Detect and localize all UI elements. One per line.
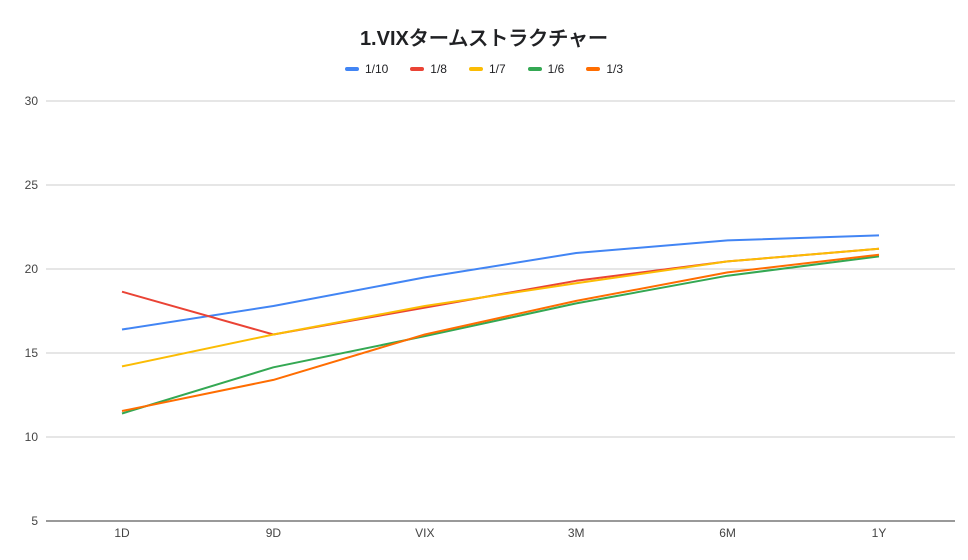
legend-label: 1/6 xyxy=(547,62,565,76)
legend-swatch xyxy=(468,67,483,71)
series-line-1-7 xyxy=(121,247,880,368)
legend-label: 1/10 xyxy=(364,62,389,76)
legend-swatch xyxy=(344,67,359,71)
legend-entry: 1/8 xyxy=(410,62,447,76)
legend-swatch xyxy=(410,67,425,71)
legend: 1/10 1/8 1/7 1/6 1/3 xyxy=(0,62,968,76)
x-tick-label: 1D xyxy=(114,526,130,540)
y-tick-label: 5 xyxy=(31,514,38,528)
x-tick-label: 1Y xyxy=(872,526,887,540)
series-line-1-10 xyxy=(121,234,880,331)
legend-entry: 1/3 xyxy=(586,62,623,76)
y-tick-label: 10 xyxy=(25,430,39,444)
y-tick-label: 20 xyxy=(25,262,39,276)
y-tick-label: 15 xyxy=(25,346,39,360)
legend-swatch xyxy=(586,67,601,71)
y-tick-label: 25 xyxy=(25,178,39,192)
legend-label: 1/8 xyxy=(430,62,447,76)
legend-entry: 1/10 xyxy=(344,62,389,76)
legend-entry: 1/6 xyxy=(527,62,565,76)
legend-label: 1/7 xyxy=(488,62,506,76)
series-line-1-8 xyxy=(121,247,880,336)
x-tick-label: 6M xyxy=(719,526,736,540)
legend-label: 1/3 xyxy=(606,62,624,76)
series-line-1-6 xyxy=(121,255,880,415)
x-tick-label: 9D xyxy=(266,526,282,540)
y-tick-label: 30 xyxy=(25,94,39,108)
chart-title: 1.VIXタームストラクチャー xyxy=(359,28,609,50)
legend-entry: 1/7 xyxy=(468,62,506,76)
x-tick-label: 3M xyxy=(568,526,585,540)
legend-swatch xyxy=(527,67,542,71)
x-tick-label: VIX xyxy=(415,526,434,540)
series-line-1-3 xyxy=(121,253,880,412)
